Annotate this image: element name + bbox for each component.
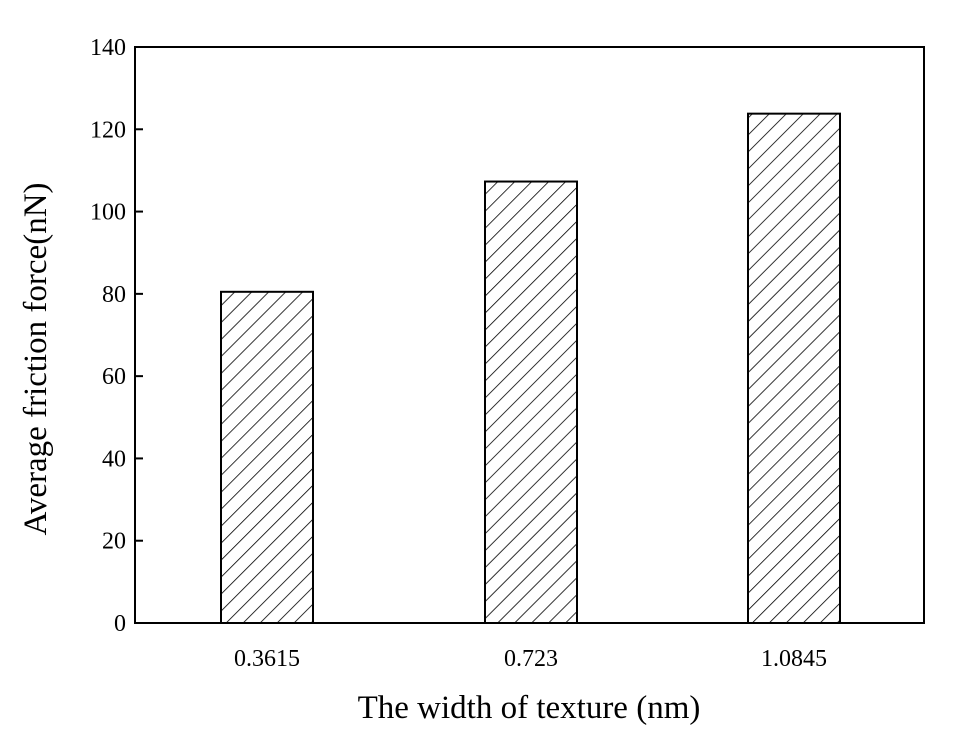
y-tick-label: 100 xyxy=(90,200,126,226)
y-axis: 0 20 40 60 80 100 120 140 xyxy=(90,35,143,637)
y-tick-label: 60 xyxy=(102,364,126,390)
bar xyxy=(747,112,841,624)
bar xyxy=(484,180,578,624)
y-axis-title: Average friction force(nN) xyxy=(18,182,54,535)
x-axis-title: The width of texture (nm) xyxy=(358,690,701,726)
x-axis: 0.3615 0.723 1.0845 xyxy=(234,646,827,672)
bar xyxy=(220,290,314,624)
x-tick-label: 0.723 xyxy=(504,646,558,672)
y-tick-label: 0 xyxy=(114,611,126,637)
bar-series xyxy=(220,112,841,624)
y-tick-label: 80 xyxy=(102,282,126,308)
y-tick-label: 20 xyxy=(102,529,126,555)
y-tick-label: 120 xyxy=(90,117,126,143)
x-tick-label: 1.0845 xyxy=(761,646,827,672)
y-tick-label: 40 xyxy=(102,446,126,472)
x-tick-label: 0.3615 xyxy=(234,646,300,672)
y-tick-label: 140 xyxy=(90,35,126,61)
